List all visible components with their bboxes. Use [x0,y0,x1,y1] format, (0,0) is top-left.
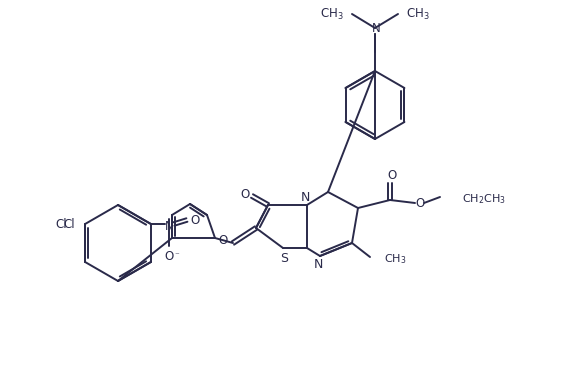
Text: Cl: Cl [56,217,67,231]
Text: CH$_3$: CH$_3$ [320,6,344,21]
Text: O: O [190,214,199,227]
Text: O: O [415,197,425,210]
Text: CH$_2$CH$_3$: CH$_2$CH$_3$ [462,192,506,206]
Text: O: O [240,187,249,200]
Text: O: O [218,234,227,246]
Text: N: N [164,220,173,232]
Text: S: S [280,252,288,265]
Text: O: O [164,249,173,262]
Text: CH$_3$: CH$_3$ [406,6,430,21]
Text: O: O [387,169,396,182]
Text: N: N [372,21,381,34]
Text: N: N [314,259,323,272]
Text: ⁻: ⁻ [175,252,179,261]
Text: Cl: Cl [63,217,75,231]
Text: CH$_3$: CH$_3$ [384,252,406,266]
Text: N: N [300,190,310,203]
